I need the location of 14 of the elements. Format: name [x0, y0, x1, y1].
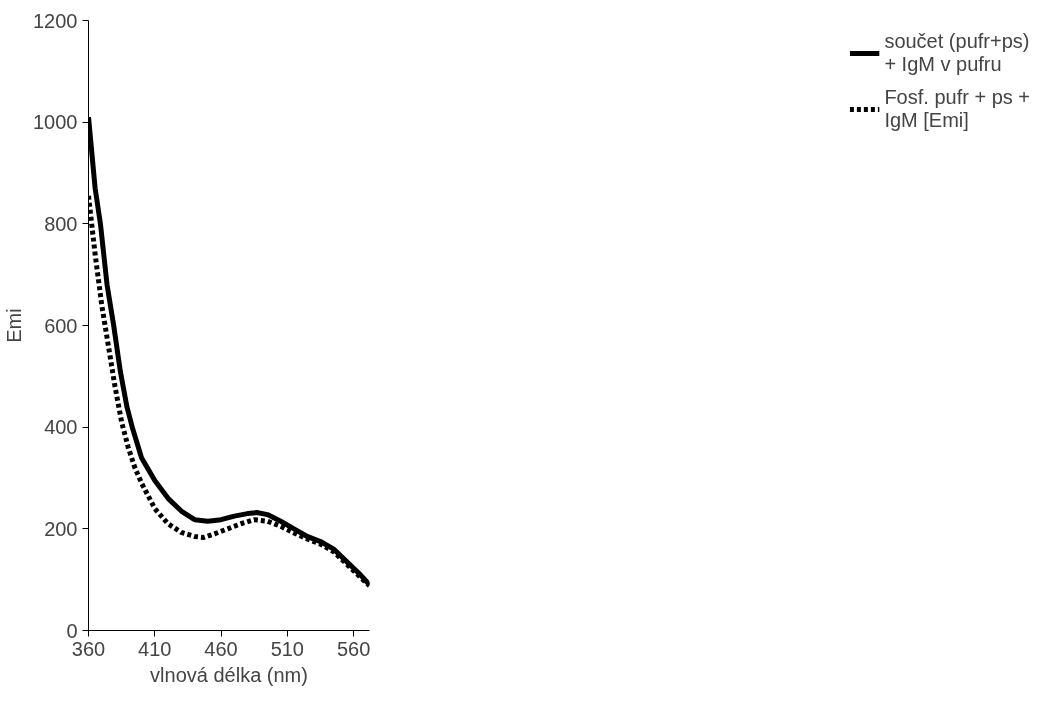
y-tick-label: 1200 [33, 9, 78, 32]
y-tick-label: 200 [44, 517, 78, 540]
legend-label: Fosf. pufr + ps + IgM [Emi] [884, 86, 1030, 132]
y-tick-label: 800 [44, 212, 78, 235]
y-tick-label: 600 [44, 314, 78, 337]
y-tick-label: 1000 [33, 111, 78, 134]
y-tick-label: 400 [44, 416, 78, 439]
y-axis-title: Emi [3, 308, 26, 343]
x-tick-label: 510 [270, 637, 305, 660]
x-tick-label: 410 [138, 637, 172, 660]
x-tick-label: 460 [204, 637, 238, 660]
x-axis-title: vlnová délka (nm) [150, 663, 308, 686]
x-tick-label: 560 [336, 637, 371, 660]
legend-label: součet (pufr+ps) + IgM v pufru [884, 30, 1030, 76]
